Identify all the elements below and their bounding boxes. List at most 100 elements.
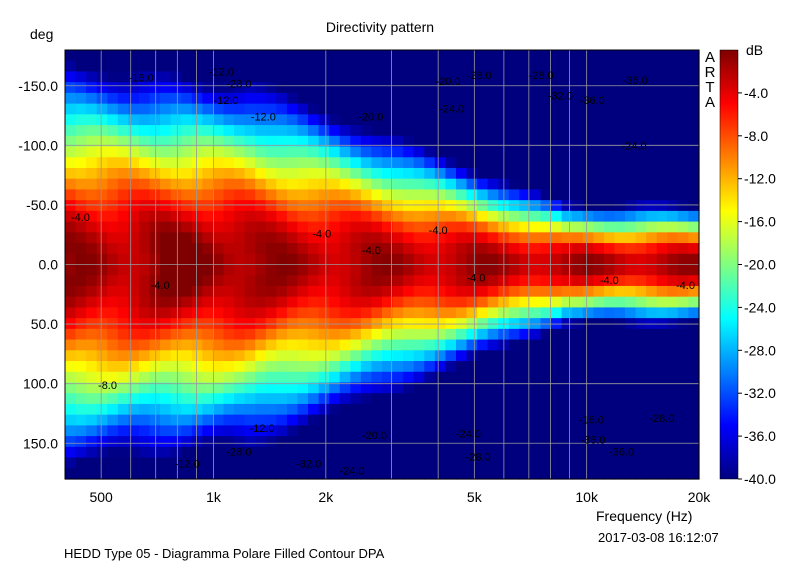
heatmap-cell: [529, 425, 542, 437]
heatmap-cell: [529, 232, 542, 244]
heatmap-cell: [371, 92, 383, 105]
heatmap-cell: [688, 393, 700, 405]
heatmap-cell: [529, 71, 542, 83]
heatmap-cell: [434, 403, 446, 416]
heatmap-cell: [455, 92, 468, 105]
heatmap-cell: [445, 92, 457, 105]
heatmap-cell: [149, 275, 161, 287]
heatmap-cell: [487, 167, 499, 180]
heatmap-cell: [308, 361, 320, 373]
heatmap-cell: [667, 361, 679, 373]
heatmap-cell: [540, 221, 552, 233]
heatmap-cell: [572, 350, 584, 362]
heatmap-cell: [677, 82, 690, 94]
heatmap-cell: [392, 285, 404, 298]
heatmap-cell: [75, 221, 87, 233]
heatmap-cell: [86, 232, 98, 244]
heatmap-cell: [371, 403, 383, 416]
heatmap-cell: [318, 296, 330, 308]
heatmap-cell: [466, 436, 478, 448]
heatmap-cell: [614, 361, 626, 373]
heatmap-cell: [603, 253, 616, 266]
heatmap-cell: [688, 264, 700, 276]
heatmap-cell: [86, 189, 98, 201]
heatmap-cell: [582, 200, 594, 212]
heatmap-cell: [265, 243, 277, 255]
heatmap-cell: [350, 393, 362, 405]
heatmap-cell: [392, 328, 404, 341]
heatmap-cell: [403, 210, 415, 223]
heatmap-cell: [318, 382, 330, 394]
heatmap-cell: [149, 371, 161, 384]
heatmap-cell: [445, 243, 457, 255]
heatmap-cell: [603, 50, 616, 62]
heatmap-cell: [403, 328, 415, 341]
heatmap-cell: [223, 296, 235, 308]
heatmap-cell: [392, 457, 404, 469]
heatmap-cell: [466, 92, 478, 105]
heatmap-cell: [646, 253, 658, 266]
heatmap-cell: [392, 403, 404, 416]
heatmap-cell: [614, 296, 626, 308]
heatmap-cell: [382, 436, 394, 448]
heatmap-cell: [96, 189, 108, 201]
heatmap-cell: [593, 200, 605, 212]
heatmap-cell: [477, 446, 489, 459]
heatmap-cell: [625, 221, 637, 233]
heatmap-cell: [318, 285, 330, 298]
heatmap-cell: [107, 371, 119, 384]
heatmap-cell: [191, 468, 203, 480]
heatmap-cell: [138, 189, 151, 201]
heatmap-cell: [286, 125, 299, 137]
heatmap-cell: [403, 414, 415, 426]
heatmap-cell: [170, 403, 182, 416]
heatmap-cell: [234, 361, 246, 373]
heatmap-cell: [487, 403, 499, 416]
heatmap-cell: [202, 253, 214, 266]
heatmap-cell: [276, 414, 288, 426]
heatmap-cell: [160, 446, 172, 459]
heatmap-cell: [107, 307, 119, 319]
heatmap-cell: [255, 243, 267, 255]
heatmap-cell: [540, 296, 552, 308]
heatmap-cell: [191, 92, 203, 105]
y-tick-label: -100.0: [18, 137, 58, 153]
heatmap-cell: [202, 446, 214, 459]
heatmap-cell: [551, 446, 563, 459]
heatmap-cell: [413, 328, 425, 341]
heatmap-cell: [561, 50, 573, 62]
heatmap-cell: [677, 275, 690, 287]
heatmap-cell: [382, 350, 394, 362]
heatmap-cell: [308, 135, 320, 148]
heatmap-cell: [635, 60, 647, 73]
heatmap-cell: [487, 243, 499, 255]
colorbar-tick-labels: -4.0-8.0-12.0-16.0-20.0-24.0-28.0-32.0-3…: [738, 85, 776, 487]
heatmap-cell: [561, 371, 573, 384]
heatmap-cell: [477, 146, 489, 158]
heatmap-cell: [455, 285, 468, 298]
heatmap-cell: [667, 285, 679, 298]
heatmap-cell: [656, 135, 668, 148]
heatmap-cell: [107, 403, 119, 416]
heatmap-cell: [466, 275, 478, 287]
heatmap-cell: [65, 275, 77, 287]
heatmap-cell: [656, 425, 668, 437]
heatmap-cell: [138, 146, 151, 158]
heatmap-cell: [561, 178, 573, 191]
heatmap-cell: [308, 200, 320, 212]
heatmap-cell: [223, 457, 235, 469]
heatmap-cell: [614, 328, 626, 341]
heatmap-cell: [318, 253, 330, 266]
heatmap-cell: [360, 393, 373, 405]
contour-label: -36.0: [580, 95, 605, 107]
heatmap-cell: [403, 60, 415, 73]
heatmap-cell: [424, 253, 436, 266]
heatmap-cell: [191, 457, 203, 469]
heatmap-cell: [276, 339, 288, 351]
heatmap-cell: [181, 200, 193, 212]
heatmap-cell: [75, 425, 87, 437]
heatmap-cell: [223, 446, 235, 459]
heatmap-cell: [667, 114, 679, 126]
heatmap-cell: [223, 436, 235, 448]
heatmap-cell: [677, 146, 690, 158]
